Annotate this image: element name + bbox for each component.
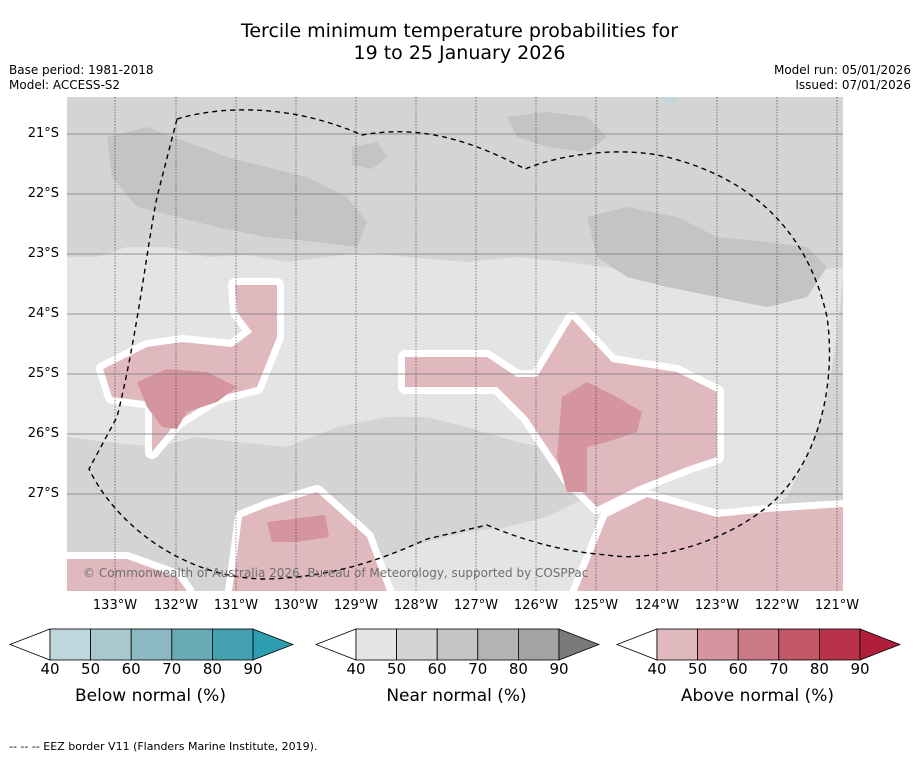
eez-footnote: -- -- -- EEZ border V11 (Flanders Marine…: [9, 740, 318, 753]
colorbar-left-tip: [9, 628, 51, 661]
colorbar-right-tip: [558, 628, 600, 661]
colorbar-tick-label: 50: [81, 660, 101, 678]
longitude-label: 131°W: [213, 598, 259, 613]
latitude-label: 24°S: [27, 306, 59, 321]
colorbar-tick-label: 40: [40, 660, 60, 678]
colorbar-swatch: [737, 628, 780, 661]
colorbar-tick-label: 90: [549, 660, 569, 678]
longitude-gridlines: [114, 97, 838, 591]
above-normal-mid-regions: [137, 369, 642, 542]
colorbar-swatch: [697, 628, 739, 661]
colorbar-tick-label: 90: [850, 660, 870, 678]
copyright-text: © Commonwealth of Australia 2026, Bureau…: [83, 566, 589, 580]
above-normal-region-west: [103, 285, 277, 452]
colorbar-2: [616, 628, 901, 661]
longitude-label: 123°W: [694, 598, 740, 613]
latitude-gridlines: [67, 133, 843, 495]
longitude-label: 132°W: [153, 598, 199, 613]
colorbar-swatch: [355, 628, 397, 661]
colorbar-1: [315, 628, 600, 661]
colorbar-tick-label: 40: [346, 660, 366, 678]
map-title-line1: Tercile minimum temperature probabilitie…: [240, 20, 679, 42]
longitude-label: 127°W: [453, 598, 499, 613]
colorbar-swatch: [130, 628, 173, 661]
colorbar-label: Above normal (%): [680, 686, 835, 706]
colorbar-swatch: [517, 628, 560, 661]
colorbar-swatch: [211, 628, 254, 661]
model-run-text: Model run: 05/01/2026: [773, 63, 911, 77]
map-canvas: [67, 97, 843, 591]
colorbar-swatch: [778, 628, 820, 661]
eez-border-line: [88, 109, 831, 580]
colorbar-swatch: [477, 628, 519, 661]
colorbar-swatch: [436, 628, 479, 661]
issued-text: Issued: 07/01/2026: [795, 78, 911, 92]
latitude-label: 25°S: [27, 366, 59, 381]
colorbar-tick-label: 50: [387, 660, 407, 678]
longitude-label: 124°W: [634, 598, 680, 613]
above-normal-region-corner: [67, 559, 187, 591]
colorbar-tick-label: 70: [162, 660, 182, 678]
colorbar-tick-label: 80: [508, 660, 528, 678]
latitude-label: 27°S: [27, 486, 59, 501]
above-normal-region-southeast: [577, 497, 843, 591]
colorbar-right-tip: [859, 628, 901, 661]
colorbar-tick-label: 80: [809, 660, 829, 678]
longitude-label: 122°W: [754, 598, 800, 613]
above-normal-region-southwest: [232, 492, 387, 591]
near-normal-dark-patch-1: [107, 127, 367, 247]
colorbar-swatch: [49, 628, 91, 661]
model-text: Model: ACCESS-S2: [9, 78, 121, 92]
colorbar-right-tip: [252, 628, 294, 661]
colorbar-tick-label: 70: [468, 660, 488, 678]
colorbar-label: Near normal (%): [386, 686, 527, 706]
colorbar-tick-label: 40: [647, 660, 667, 678]
longitude-label: 133°W: [92, 598, 138, 613]
latitude-label: 26°S: [27, 426, 59, 441]
latitude-label: 21°S: [27, 126, 59, 141]
latitude-label: 23°S: [27, 246, 59, 261]
base-period-text: Base period: 1981-2018: [9, 63, 154, 77]
latitude-label: 22°S: [27, 186, 59, 201]
probability-map: [67, 97, 843, 591]
colorbar-swatch: [656, 628, 698, 661]
colorbar-swatch: [171, 628, 213, 661]
near-normal-dark-patch-4: [507, 112, 607, 152]
colorbar-tick-label: 90: [243, 660, 263, 678]
longitude-label: 128°W: [393, 598, 439, 613]
colorbar-tick-label: 80: [202, 660, 222, 678]
colorbar-tick-label: 50: [688, 660, 708, 678]
below-normal-small-patch: [661, 97, 677, 105]
longitude-label: 121°W: [814, 598, 860, 613]
longitude-label: 130°W: [273, 598, 319, 613]
colorbar-tick-label: 60: [427, 660, 447, 678]
colorbar-tick-label: 60: [728, 660, 748, 678]
colorbar-0: [9, 628, 294, 661]
map-title-line2: 19 to 25 January 2026: [353, 42, 566, 64]
colorbar-left-tip: [315, 628, 357, 661]
colorbar-left-tip: [616, 628, 658, 661]
colorbar-swatch: [396, 628, 438, 661]
above-normal-core-central: [557, 382, 642, 492]
above-normal-core-west: [137, 369, 237, 429]
longitude-label: 125°W: [573, 598, 619, 613]
near-normal-dark-patch-3: [352, 142, 387, 169]
colorbar-tick-label: 70: [769, 660, 789, 678]
colorbar-swatch: [818, 628, 861, 661]
longitude-label: 129°W: [333, 598, 379, 613]
colorbar-label: Below normal (%): [75, 686, 226, 706]
above-normal-core-south: [267, 515, 329, 542]
colorbar-swatch: [90, 628, 132, 661]
colorbar-tick-label: 60: [121, 660, 141, 678]
longitude-label: 126°W: [513, 598, 559, 613]
near-normal-dark-patch-2: [587, 207, 827, 307]
